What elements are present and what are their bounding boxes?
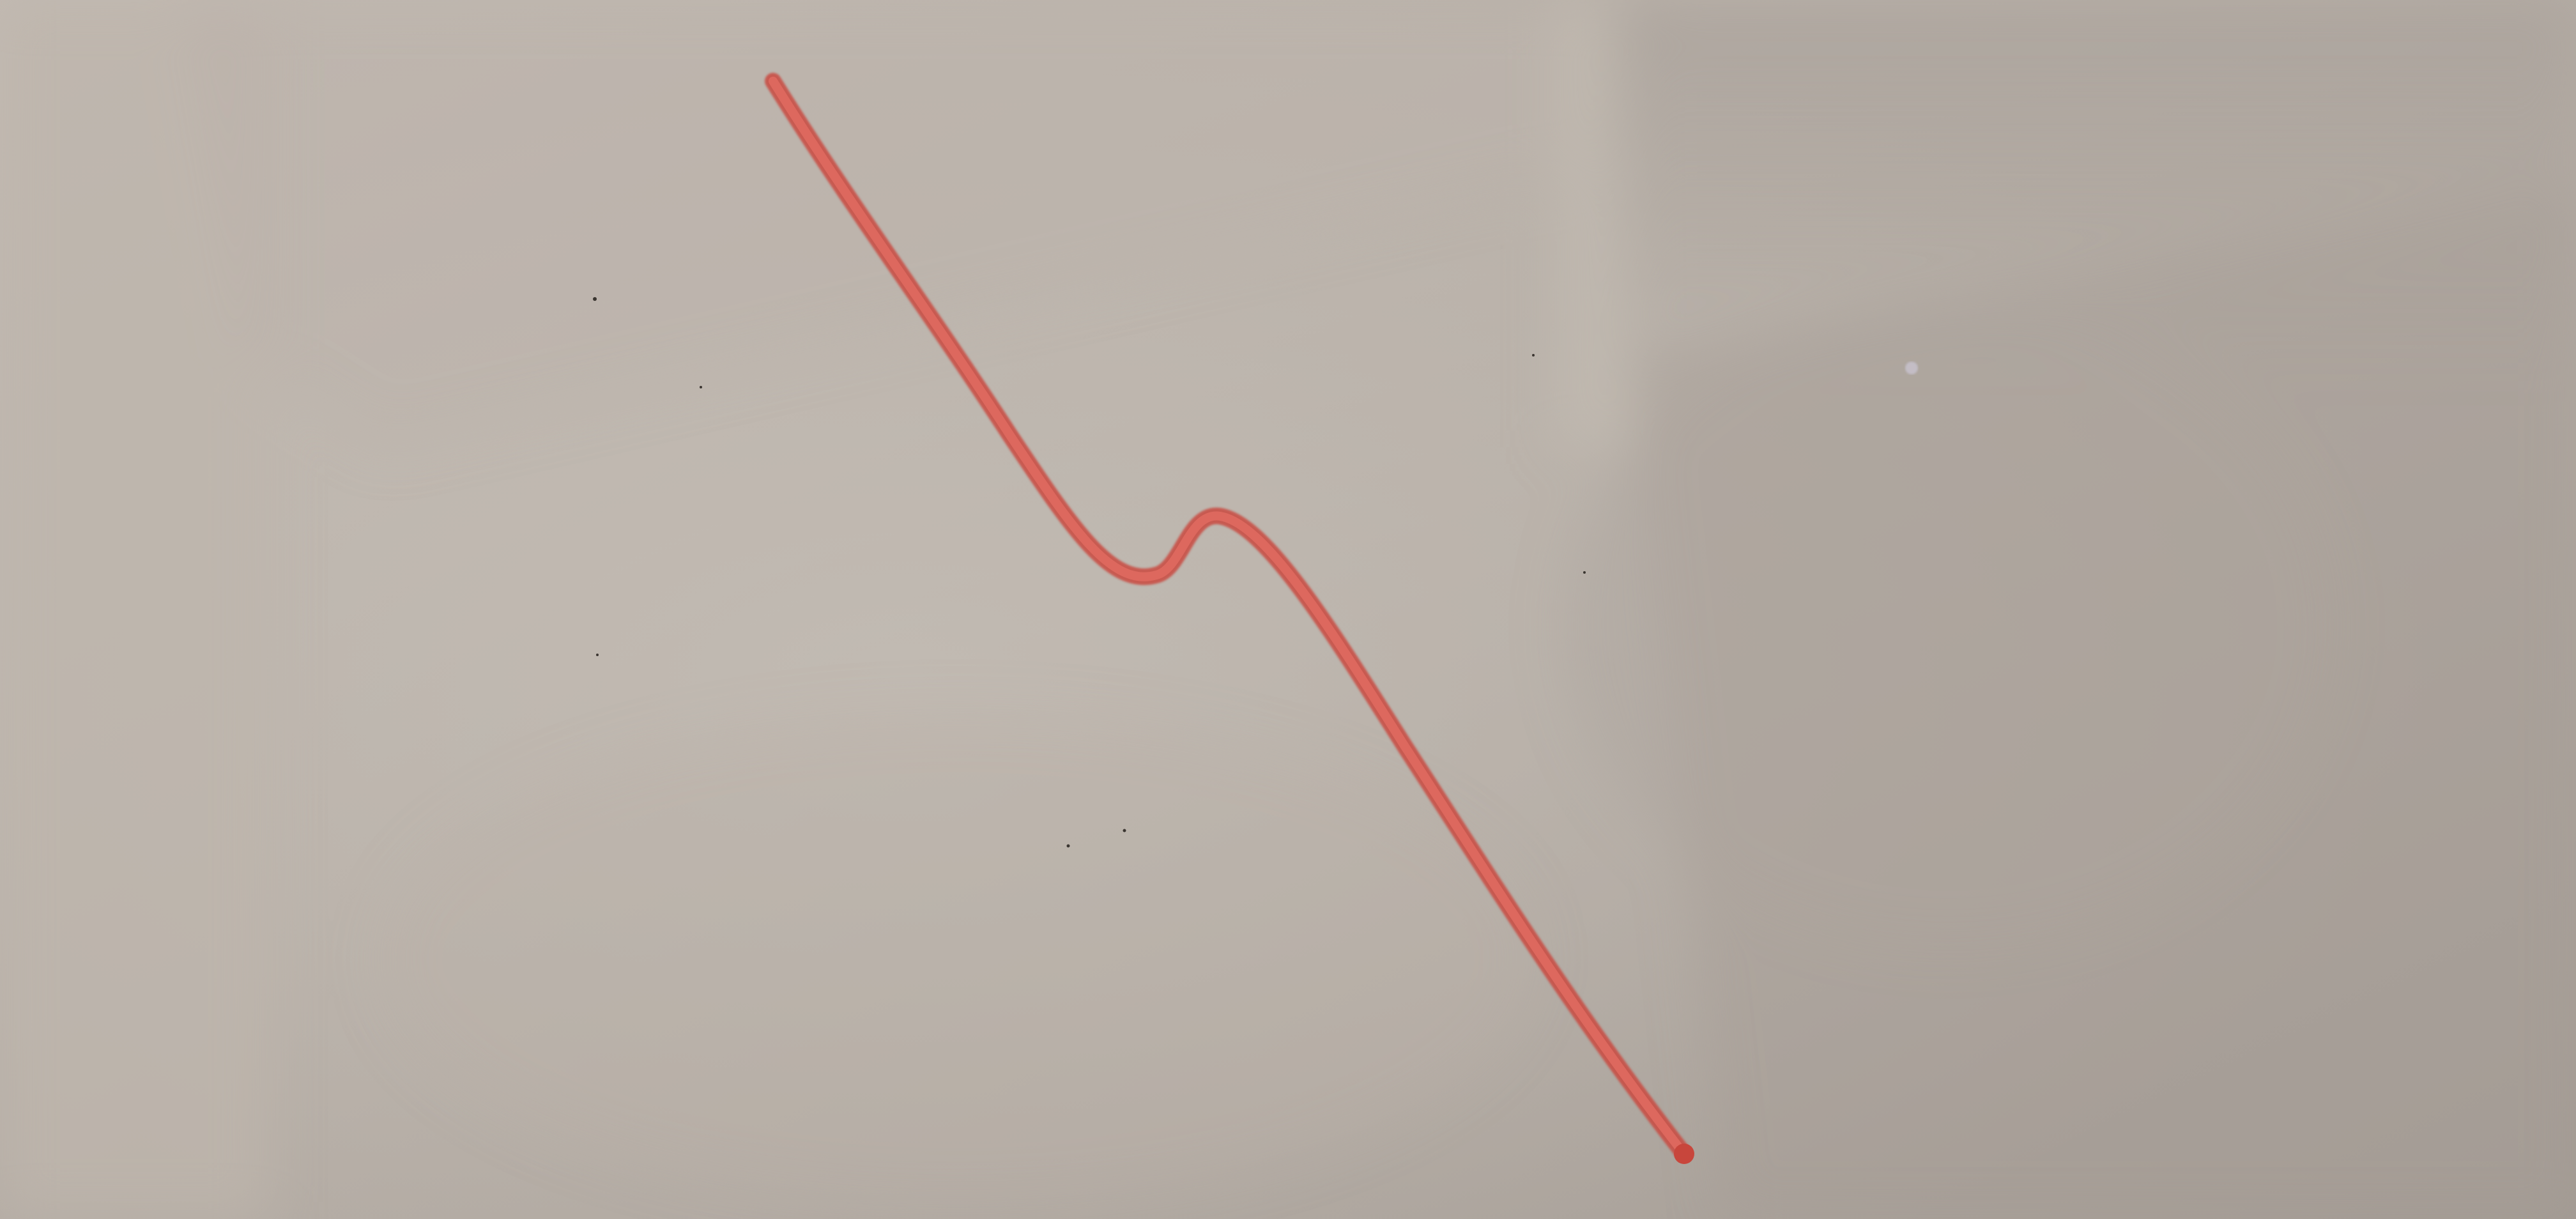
light-glint xyxy=(1905,362,1918,374)
red-marker-curve xyxy=(765,73,1694,1164)
surface-specks xyxy=(593,297,1586,848)
